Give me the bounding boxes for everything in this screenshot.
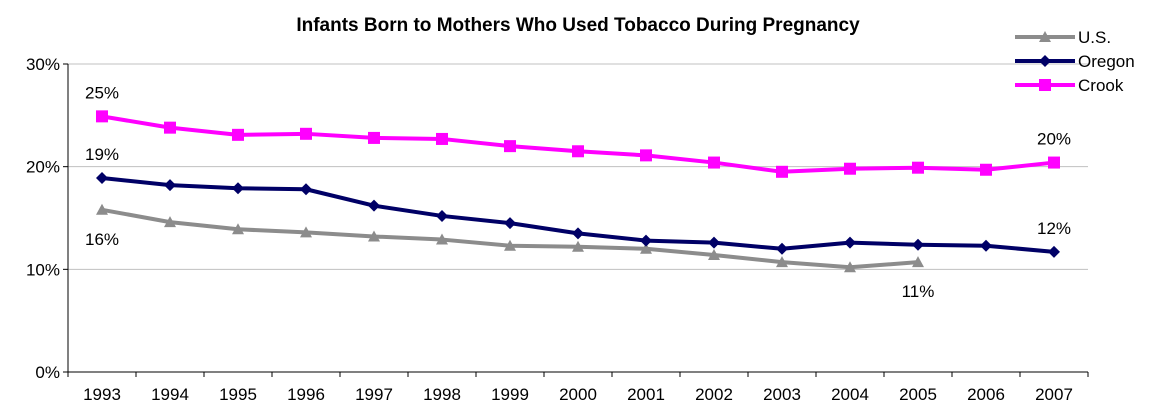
y-tick-label: 30% [26,55,60,74]
data-label: 25% [85,83,119,102]
x-tick-label: 2005 [899,385,937,404]
legend-item-u-s: U.S. [1015,28,1111,47]
data-point-u-s [912,256,924,268]
data-point-crook [844,162,856,175]
data-label: 20% [1037,130,1071,149]
data-point-crook [640,149,652,162]
data-point-u-s [232,223,244,235]
series-line-crook [101,114,1055,174]
legend-label: Oregon [1078,52,1135,71]
x-tick-label: 2006 [967,385,1005,404]
legend-marker [1039,55,1051,67]
data-label: 16% [85,230,119,249]
data-point-oregon [708,236,720,249]
data-point-oregon [436,209,448,222]
x-tick-label: 1996 [287,385,325,404]
series-group [96,110,1060,273]
data-point-crook [504,140,516,153]
data-point-u-s [776,256,788,268]
data-point-oregon [844,236,856,249]
x-axis-ticks: 1993 1994 1995 1996 1997 1998 1999 2000 2001 2002… [83,385,1073,404]
data-point-crook [232,128,244,141]
legend-marker [1039,31,1051,42]
series-crook [96,110,1060,178]
x-tick-label: 2003 [763,385,801,404]
data-point-crook [436,132,448,145]
data-point-u-s [368,230,380,242]
data-label: 19% [85,145,119,164]
x-tick-label: 2002 [695,385,733,404]
data-point-u-s [640,242,652,254]
data-point-crook [980,163,992,176]
data-point-crook [572,145,584,158]
x-tick-label: 1993 [83,385,121,404]
data-point-oregon [912,238,924,251]
data-point-oregon [96,171,108,184]
x-tick-label: 2004 [831,385,869,404]
x-tick-label: 2000 [559,385,597,404]
data-label: 12% [1037,219,1071,238]
data-point-u-s [844,261,856,273]
data-label: 11% [902,282,935,301]
y-tick-label: 0% [35,363,60,382]
axes [63,63,1089,377]
data-point-oregon [776,242,788,255]
data-labels: 25% 20% 19% 12% 16% 11% [85,83,1071,301]
data-point-oregon [368,199,380,212]
legend-label: U.S. [1078,28,1111,47]
data-point-crook [776,165,788,178]
data-point-oregon [980,239,992,252]
data-point-u-s [572,240,584,252]
data-point-u-s [504,239,516,251]
x-tick-label: 2007 [1035,385,1073,404]
series-u-s [96,203,924,273]
y-tick-label: 10% [26,260,60,279]
data-point-crook [368,131,380,144]
legend-label: Crook [1078,76,1124,95]
x-tick-label: 1994 [151,385,189,404]
data-point-oregon [164,179,176,192]
data-point-u-s [96,203,108,215]
data-point-oregon [300,183,312,196]
data-point-oregon [572,227,584,240]
data-point-crook [708,156,720,169]
x-tick-label: 2001 [627,385,665,404]
data-point-crook [96,110,108,123]
x-tick-label: 1995 [219,385,257,404]
data-point-crook [300,127,312,140]
y-axis-ticks: 0% 10% 20% 30% [26,55,60,382]
data-point-crook [164,121,176,134]
legend-marker [1039,79,1051,91]
series-oregon [96,171,1060,258]
y-tick-label: 20% [26,158,60,177]
data-point-oregon [1048,245,1060,258]
data-point-u-s [164,216,176,228]
x-tick-label: 1999 [491,385,529,404]
legend-item-oregon: Oregon [1015,52,1135,71]
data-point-u-s [300,226,312,238]
data-point-u-s [436,233,448,245]
x-tick-label: 1997 [355,385,393,404]
chart-title: Infants Born to Mothers Who Used Tobacco… [296,15,860,36]
legend: U.S. Oregon Crook [1015,28,1135,95]
data-point-u-s [708,248,720,260]
data-point-oregon [232,182,244,195]
data-point-crook [1048,156,1060,169]
data-point-crook [912,161,924,174]
data-point-oregon [640,234,652,247]
legend-item-crook: Crook [1015,76,1124,95]
x-tick-label: 1998 [423,385,461,404]
data-point-oregon [504,217,516,230]
